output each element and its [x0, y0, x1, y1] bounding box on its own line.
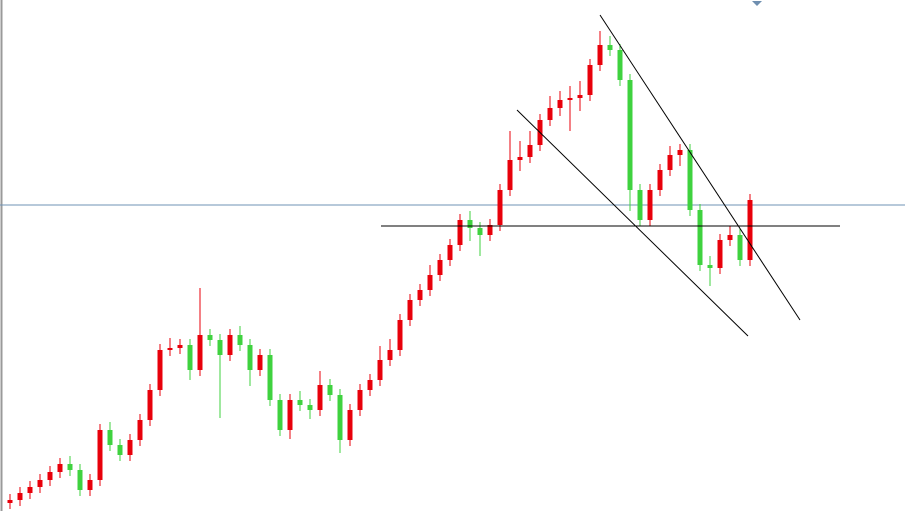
candle-body — [307, 405, 313, 410]
candle-body — [577, 95, 583, 98]
candle-body — [127, 440, 133, 455]
candle-body — [447, 245, 453, 260]
candle-body — [37, 480, 43, 487]
candle-body — [97, 430, 103, 480]
candle-body — [547, 108, 553, 120]
candle-body — [277, 400, 283, 430]
candle-body — [407, 300, 413, 320]
candle-body — [567, 98, 573, 100]
candle-body — [417, 290, 423, 300]
candle-body — [357, 390, 363, 410]
candle-body — [137, 420, 143, 440]
candle-body — [247, 345, 253, 370]
candle-body — [177, 345, 183, 348]
candle-body — [257, 355, 263, 370]
candle-body — [157, 350, 163, 390]
candle-body — [77, 470, 83, 490]
candle-body — [227, 335, 233, 355]
candle-body — [527, 145, 533, 157]
candle-body — [697, 210, 703, 265]
candle-body — [657, 170, 663, 190]
candle-body — [237, 335, 243, 345]
candle-body — [707, 265, 713, 268]
candle-body — [117, 445, 123, 455]
candle-body — [327, 385, 333, 395]
trend-line — [516, 109, 749, 337]
candle-body — [557, 100, 563, 108]
candle-body — [457, 220, 463, 245]
candle-body — [7, 500, 13, 503]
candle-body — [267, 355, 273, 400]
candle-body — [427, 275, 433, 290]
candle-body — [647, 190, 653, 220]
candle-body — [597, 45, 603, 65]
candle-body — [677, 150, 683, 155]
candle-body — [617, 50, 623, 80]
candle-body — [397, 320, 403, 350]
candle-body — [347, 410, 353, 440]
candle-body — [147, 390, 153, 420]
candle-body — [517, 157, 523, 160]
candle-body — [687, 150, 693, 210]
candle-body — [377, 360, 383, 380]
candle-body — [507, 160, 513, 190]
candle-body — [587, 65, 593, 95]
candle-body — [167, 348, 173, 350]
candle-body — [487, 225, 493, 235]
candle-body — [187, 345, 193, 370]
candle-body — [717, 240, 723, 268]
candle-body — [637, 190, 643, 220]
candle-body — [17, 493, 23, 500]
candle-body — [67, 464, 73, 470]
candle-body — [297, 400, 303, 405]
candle-body — [217, 340, 223, 355]
candle-body — [87, 480, 93, 490]
candle-body — [727, 235, 733, 240]
candle-body — [337, 395, 343, 440]
candle-body — [387, 350, 393, 360]
shift-marker[interactable] — [752, 1, 762, 6]
candle-body — [207, 335, 213, 340]
candle-body — [287, 400, 293, 430]
candle-body — [477, 228, 483, 235]
candle-body — [317, 385, 323, 410]
candle-body — [737, 235, 743, 260]
candle-body — [667, 155, 673, 170]
candle-body — [197, 335, 203, 370]
candle-body — [607, 45, 613, 50]
candle-body — [437, 260, 443, 275]
candle-body — [747, 200, 753, 260]
candle-body — [627, 80, 633, 190]
candle-body — [57, 464, 63, 472]
candle-body — [467, 220, 473, 228]
candle-body — [27, 487, 33, 493]
candle-body — [47, 472, 53, 480]
candle-body — [107, 430, 113, 445]
trend-line — [599, 14, 801, 321]
candle-body — [497, 190, 503, 225]
candle-body — [367, 380, 373, 390]
